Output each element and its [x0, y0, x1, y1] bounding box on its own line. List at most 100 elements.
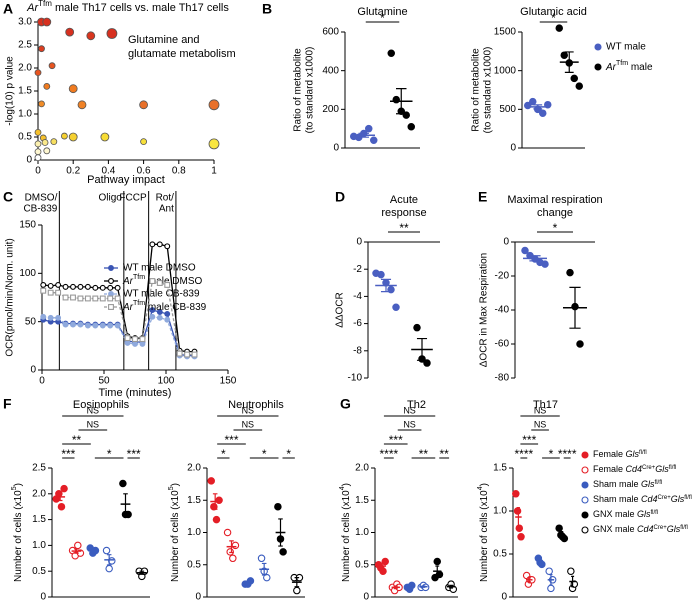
text-segment: Cre+: [654, 525, 668, 531]
y-tick-label: 2.5: [18, 40, 32, 51]
text-segment: fl/fl: [684, 495, 692, 501]
y-tick-label: 1.5: [18, 86, 32, 97]
data-point: [279, 548, 287, 556]
data-point: [47, 282, 54, 289]
y-tick-label: 1.5: [187, 495, 201, 506]
error-bar: [278, 518, 283, 547]
data-point: [207, 477, 215, 485]
text-segment: Gls: [655, 464, 669, 474]
panel-label: C: [3, 189, 13, 205]
error-bar: [449, 584, 454, 589]
text-segment: Gls: [671, 494, 685, 504]
bubble: [86, 31, 96, 41]
error-bar: [549, 574, 553, 586]
text-segment: 4: [339, 486, 346, 490]
y-axis-label: Number of cells (x105): [11, 483, 23, 582]
x-tick-label: 0.6: [137, 166, 151, 177]
y-axis-label: Ratio of metabolite: [293, 48, 304, 132]
data-point: [156, 314, 163, 321]
text-segment: male Th17 cells vs. male Th17 cells: [52, 2, 229, 14]
annotation: Glutamine and: [128, 34, 200, 46]
chart-title: Eosinophils: [73, 399, 130, 411]
error-bar: [139, 570, 145, 575]
legend-marker: [581, 451, 589, 459]
y-axis-label: Number of cells (x104): [339, 483, 351, 582]
bubble: [106, 28, 118, 39]
bubble: [48, 62, 56, 70]
x-axis-label: Pathway impact: [87, 174, 165, 186]
error-bar: [106, 554, 112, 566]
data-point: [156, 280, 163, 286]
y-axis-label: ΔΔOCR: [335, 292, 346, 328]
y-tick-label: 100: [19, 268, 36, 279]
error-bar: [421, 585, 426, 588]
text-segment: 5: [11, 486, 18, 490]
text-segment: Tfm: [133, 300, 145, 307]
legend-marker: [581, 466, 589, 474]
event-label: Rot/: [156, 193, 175, 204]
data-point: [538, 109, 547, 117]
significance-label: ***: [224, 433, 238, 447]
bubble: [34, 148, 42, 156]
data-point: [62, 283, 69, 290]
y-tick-label: -10: [348, 373, 363, 384]
bubble: [34, 140, 42, 148]
error-bar: [533, 104, 543, 110]
x-tick-label: 100: [158, 376, 175, 387]
text-segment: fl/fl: [651, 510, 659, 516]
significance-label: *: [553, 221, 558, 235]
text-segment: Tfm: [38, 0, 52, 8]
significance-label: NS: [403, 405, 416, 415]
panel-label: D: [335, 189, 345, 205]
significance-label: NS: [242, 405, 255, 415]
data-point: [570, 74, 578, 83]
legend-marker: [594, 43, 602, 51]
chart-title: Th2: [407, 399, 426, 411]
y-tick-label: 0: [363, 592, 369, 603]
data-point: [513, 507, 522, 515]
data-point: [402, 111, 410, 119]
chart-title: response: [381, 207, 426, 219]
significance-label: ****: [558, 447, 577, 461]
data-point: [392, 303, 400, 312]
y-tick-label: 0.5: [18, 132, 32, 143]
bubble: [41, 139, 49, 146]
text-segment: ): [341, 483, 352, 486]
event-label: FCCP: [119, 193, 147, 204]
text-segment: Female: [593, 464, 626, 474]
text-segment: Cre+: [658, 495, 672, 501]
error-bar: [212, 493, 218, 510]
significance-label: NS: [534, 419, 547, 429]
y-tick-label: 600: [322, 27, 339, 38]
text-segment: Cd4: [626, 464, 643, 474]
event-label: DMSO/: [25, 193, 58, 204]
significance-label: NS: [242, 419, 255, 429]
y-tick-label: 2.0: [355, 463, 369, 474]
data-point: [99, 284, 106, 291]
significance-label: ***: [61, 447, 75, 461]
text-segment: Sham male: [593, 479, 641, 489]
data-point: [164, 281, 171, 288]
y-tick-label: 2.0: [32, 488, 46, 499]
text-segment: Gls: [626, 449, 640, 459]
text-segment: ): [170, 483, 181, 486]
data-point: [55, 314, 62, 321]
data-point: [84, 283, 91, 290]
data-point: [114, 284, 121, 291]
bubble: [61, 132, 68, 140]
legend-label: ArTfm male CB-839: [122, 300, 207, 312]
error-bar: [516, 506, 520, 528]
data-point: [164, 310, 171, 317]
y-axis-label: (to standard x1000): [483, 47, 494, 134]
data-point: [114, 322, 121, 329]
significance-label: NS: [87, 419, 100, 429]
y-tick-label: 1000: [494, 65, 517, 76]
bubble: [140, 138, 148, 146]
y-tick-label: -4: [353, 291, 362, 302]
error-bar: [569, 286, 581, 329]
data-point: [176, 350, 183, 357]
data-point: [164, 316, 171, 323]
bubble: [50, 138, 58, 146]
